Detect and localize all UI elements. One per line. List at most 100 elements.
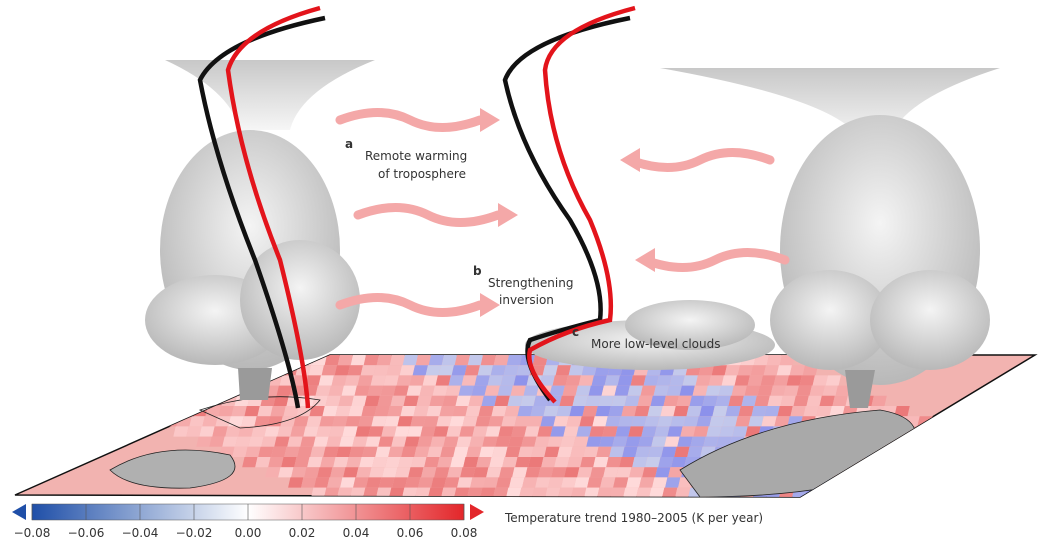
- map-cell: [375, 447, 390, 457]
- map-cell: [993, 467, 1008, 477]
- annotation-text: More low-level clouds: [591, 337, 720, 351]
- map-cell: [950, 437, 965, 447]
- map-cell: [241, 416, 256, 426]
- map-cell: [687, 447, 702, 457]
- map-cell: [626, 477, 641, 487]
- map-cell: [105, 396, 120, 406]
- map-cell: [291, 467, 306, 477]
- map-cell: [143, 355, 158, 365]
- map-cell: [948, 488, 963, 498]
- map-cell: [974, 488, 989, 498]
- map-cell: [538, 467, 553, 477]
- map-cell: [813, 375, 828, 385]
- map-cell: [777, 406, 792, 416]
- map-cell: [261, 437, 276, 447]
- map-cell: [196, 437, 211, 447]
- map-cell: [677, 437, 692, 447]
- map-cell: [397, 416, 412, 426]
- map-cell: [410, 416, 425, 426]
- map-cell: [820, 396, 835, 406]
- left-convection: [145, 60, 375, 400]
- map-cell: [977, 477, 992, 487]
- map-cell: [645, 457, 660, 467]
- map-cell: [892, 457, 907, 467]
- map-cell: [517, 406, 532, 416]
- map-cell: [483, 477, 498, 487]
- map-cell: [235, 437, 250, 447]
- map-cell: [590, 467, 605, 477]
- map-cell: [970, 457, 985, 467]
- map-cell: [270, 365, 285, 375]
- map-cell: [352, 396, 367, 406]
- map-cell: [455, 355, 470, 365]
- map-cell: [586, 437, 601, 447]
- map-cell: [818, 488, 833, 498]
- map-cell: [911, 437, 926, 447]
- map-cell: [478, 365, 493, 375]
- map-cell: [527, 416, 542, 426]
- map-cell: [586, 396, 601, 406]
- map-cell: [330, 467, 345, 477]
- map-cell: [205, 365, 220, 375]
- map-cell: [78, 355, 93, 365]
- map-cell: [1003, 477, 1018, 487]
- map-cell: [144, 396, 159, 406]
- map-cell: [511, 426, 526, 436]
- map-cell: [860, 477, 875, 487]
- map-cell: [345, 375, 360, 385]
- map-cell: [619, 457, 634, 467]
- map-cell: [456, 437, 471, 447]
- map-cell: [657, 375, 672, 385]
- map-cell: [823, 386, 838, 396]
- map-cell: [394, 426, 409, 436]
- map-cell: [528, 457, 543, 467]
- map-cell: [339, 396, 354, 406]
- map-cell: [274, 396, 289, 406]
- map-cell: [114, 365, 129, 375]
- map-cell: [693, 426, 708, 436]
- map-cell: [509, 477, 524, 487]
- map-cell: [340, 477, 355, 487]
- map-cell: [368, 426, 383, 436]
- map-cell: [896, 488, 911, 498]
- map-cell: [561, 477, 576, 487]
- map-cell: [803, 406, 818, 416]
- map-cell: [362, 447, 377, 457]
- map-cell: [488, 375, 503, 385]
- map-cell: [356, 467, 371, 477]
- map-cell: [491, 365, 506, 375]
- map-cell: [345, 416, 360, 426]
- map-cell: [531, 447, 546, 457]
- map-cell: [1000, 488, 1015, 498]
- map-cell: [551, 467, 566, 477]
- map-cell: [353, 477, 368, 487]
- map-cell: [85, 375, 100, 385]
- map-cell: [156, 355, 171, 365]
- map-cell: [553, 375, 568, 385]
- map-cell: [790, 406, 805, 416]
- map-cell: [530, 406, 545, 416]
- map-cell: [173, 426, 188, 436]
- map-cell: [82, 386, 97, 396]
- map-cell: [790, 365, 805, 375]
- map-cell: [751, 365, 766, 375]
- map-cell: [400, 406, 415, 416]
- map-cell: [605, 416, 620, 426]
- colorbar-tick-label: 0.08: [451, 526, 478, 540]
- map-cell: [501, 375, 516, 385]
- map-cell: [72, 375, 87, 385]
- map-cell: [596, 447, 611, 457]
- map-cell: [225, 426, 240, 436]
- map-cell: [183, 396, 198, 406]
- map-cell: [797, 386, 812, 396]
- map-cell: [364, 355, 379, 365]
- map-cell: [397, 375, 412, 385]
- map-cell: [899, 477, 914, 487]
- map-cell: [413, 406, 428, 416]
- map-cell: [202, 416, 217, 426]
- map-cell: [157, 396, 172, 406]
- map-cell: [898, 437, 913, 447]
- map-cell: [883, 488, 898, 498]
- map-cell: [618, 416, 633, 426]
- map-cell: [391, 396, 406, 406]
